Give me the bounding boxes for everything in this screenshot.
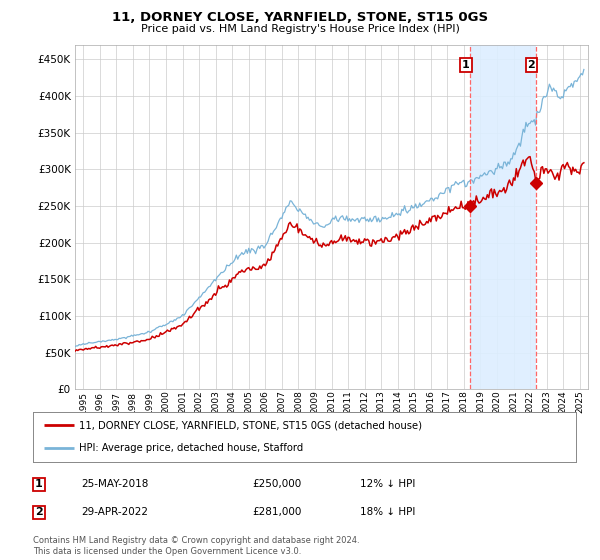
Bar [470,45,536,389]
Text: 2: 2 [527,59,535,69]
Text: £250,000: £250,000 [252,479,301,489]
Text: 1: 1 [462,59,470,69]
Text: 29-APR-2022: 29-APR-2022 [81,507,148,517]
Text: 2: 2 [35,507,43,517]
Text: 1: 1 [35,479,43,489]
Text: 11, DORNEY CLOSE, YARNFIELD, STONE, ST15 0GS: 11, DORNEY CLOSE, YARNFIELD, STONE, ST15… [112,11,488,24]
Text: 12% ↓ HPI: 12% ↓ HPI [360,479,415,489]
Text: 25-MAY-2018: 25-MAY-2018 [81,479,148,489]
Text: Price paid vs. HM Land Registry's House Price Index (HPI): Price paid vs. HM Land Registry's House … [140,24,460,34]
Text: 11, DORNEY CLOSE, YARNFIELD, STONE, ST15 0GS (detached house): 11, DORNEY CLOSE, YARNFIELD, STONE, ST15… [79,420,422,430]
Text: 18% ↓ HPI: 18% ↓ HPI [360,507,415,517]
Text: Contains HM Land Registry data © Crown copyright and database right 2024.
This d: Contains HM Land Registry data © Crown c… [33,536,359,556]
Text: £281,000: £281,000 [252,507,301,517]
Text: HPI: Average price, detached house, Stafford: HPI: Average price, detached house, Staf… [79,444,304,454]
